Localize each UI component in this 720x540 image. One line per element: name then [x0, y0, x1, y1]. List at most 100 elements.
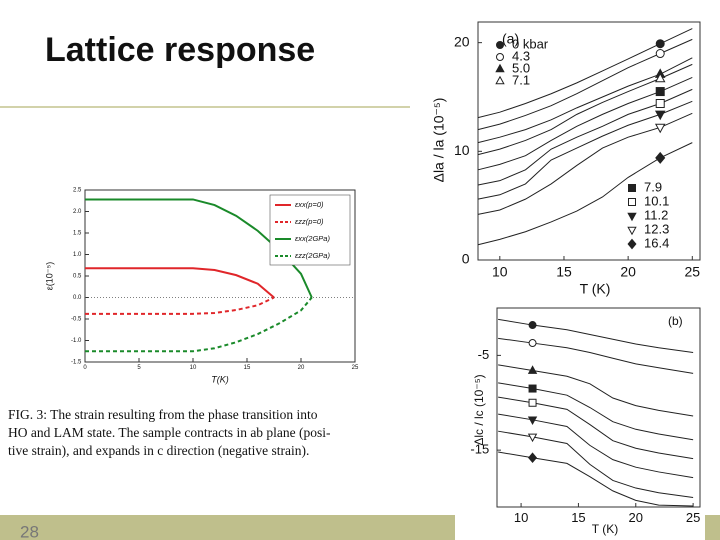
series-line	[498, 364, 694, 417]
series-line	[85, 267, 275, 299]
x-tick-label: 0	[83, 365, 87, 371]
legend-marker	[627, 226, 637, 236]
series-line	[477, 76, 693, 171]
series-line	[498, 382, 694, 441]
x-tick-label: 10	[514, 510, 528, 525]
series-line	[85, 296, 275, 315]
legend-marker	[495, 63, 505, 73]
x-tick-label: 10	[190, 365, 197, 371]
marker	[528, 452, 538, 464]
marker	[655, 99, 665, 109]
y-tick-label: 0.5	[73, 274, 82, 280]
caption-line: FIG. 3: The strain resulting from the ph…	[8, 407, 318, 422]
marker	[654, 123, 666, 134]
y-tick-label: 2.5	[73, 188, 82, 194]
x-tick-label: 25	[686, 510, 700, 525]
legend-marker	[627, 238, 637, 250]
series-line	[85, 198, 313, 298]
series-line	[498, 396, 694, 460]
legend-marker	[496, 53, 504, 61]
footer-bar	[0, 515, 455, 540]
x-tick-label: 20	[620, 263, 636, 279]
y-tick-label: -5	[478, 347, 490, 362]
legend-label: 12.3	[644, 221, 669, 236]
caption-line: tive strain), and expands in c direction…	[8, 443, 309, 458]
series-line	[477, 88, 693, 186]
legend-label: 7.9	[644, 179, 662, 194]
x-tick-label: 15	[556, 263, 572, 279]
legend-label: 4.3	[512, 48, 530, 63]
x-tick-label: 25	[352, 365, 359, 371]
marker	[527, 365, 538, 374]
legend-label: 7.1	[512, 72, 530, 87]
x-axis-label: T (K)	[580, 281, 611, 297]
x-tick-label: 15	[244, 365, 251, 371]
series-line	[477, 28, 693, 119]
y-tick-label: -0.5	[71, 317, 82, 323]
marker	[528, 398, 537, 407]
legend-marker	[628, 198, 636, 206]
marker	[527, 416, 538, 426]
y-tick-label: -1.0	[71, 338, 82, 344]
x-tick-label: 20	[298, 365, 305, 371]
legend-marker	[495, 75, 505, 85]
y-tick-label: -1.5	[71, 360, 82, 366]
y-axis-label: Δla / la (10⁻⁵)	[431, 98, 447, 183]
series-line	[498, 318, 694, 354]
panel-label: (a)	[502, 31, 519, 47]
series-line	[498, 413, 694, 479]
x-tick-label: 20	[629, 510, 643, 525]
legend-marker	[496, 41, 504, 49]
page-number: 28	[20, 522, 39, 540]
marker	[654, 72, 666, 83]
x-tick-label: 5	[137, 365, 141, 371]
series-line	[477, 38, 693, 131]
x-tick-label: 15	[571, 510, 585, 525]
y-tick-label: 20	[454, 33, 470, 49]
marker	[528, 384, 537, 393]
y-tick-label: -15	[470, 442, 489, 457]
series-line	[477, 57, 693, 144]
legend-label: εxx(2GPa)	[295, 234, 330, 243]
y-axis-label: Δlc / lc (10⁻⁵)	[472, 374, 486, 445]
legend-label: εzz(2GPa)	[295, 251, 330, 260]
series-line	[498, 451, 694, 507]
slide-title: Lattice response	[45, 31, 315, 69]
marker	[654, 110, 666, 121]
marker	[528, 321, 537, 330]
legend-label: 5.0	[512, 60, 530, 75]
series-line	[477, 63, 693, 156]
marker	[527, 433, 538, 443]
legend-label: 10.1	[644, 193, 669, 208]
series-line	[477, 112, 693, 215]
y-tick-label: 0	[462, 251, 470, 267]
y-axis-label: ε(10⁻⁵)	[44, 262, 54, 291]
y-tick-label: 1.0	[73, 252, 82, 258]
series-line	[498, 337, 694, 374]
legend-label: εxx(p=0)	[295, 200, 324, 209]
legend-label: 11.2	[644, 207, 668, 222]
series-line	[477, 100, 693, 200]
marker	[655, 151, 666, 164]
legend-box	[269, 194, 351, 266]
legend-marker	[628, 184, 636, 192]
y-tick-label: 10	[454, 142, 470, 158]
y-tick-label: 2.0	[73, 209, 82, 215]
legend-label: 0 kbar	[512, 36, 549, 51]
marker	[655, 39, 665, 49]
plot-frame	[477, 21, 701, 261]
x-axis-label: T (K)	[592, 522, 618, 536]
x-tick-label: 10	[492, 263, 508, 279]
y-tick-label: 1.5	[73, 231, 82, 237]
footer-bar	[705, 515, 720, 540]
marker	[528, 339, 537, 348]
plot-frame	[496, 307, 701, 508]
marker	[655, 87, 665, 97]
series-line	[498, 430, 694, 499]
caption-line: HO and LAM state. The sample contracts i…	[8, 425, 331, 440]
legend-label: 16.4	[644, 235, 669, 250]
y-tick-label: 0.0	[73, 295, 82, 301]
series-line	[85, 296, 313, 353]
